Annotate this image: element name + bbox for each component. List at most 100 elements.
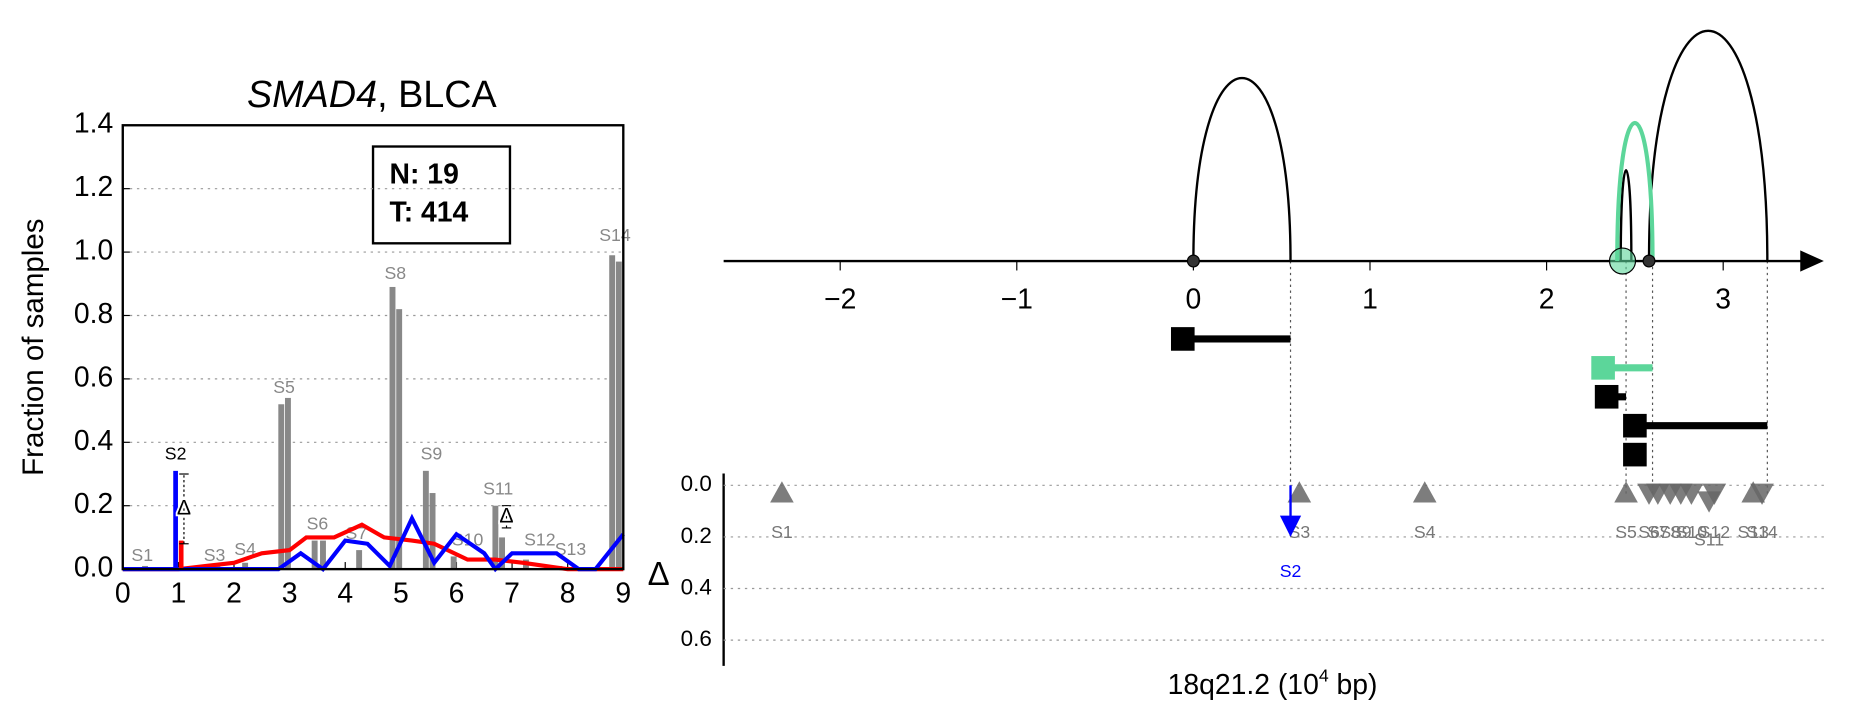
- y-tick-label: 0.8: [74, 298, 113, 330]
- interval-start: [1170, 327, 1195, 351]
- sample-label: S8: [384, 263, 406, 283]
- sample-label: S6: [307, 513, 329, 533]
- bar: [278, 404, 285, 570]
- x-tick-label: 5: [393, 578, 409, 610]
- sample-label: S13: [555, 539, 587, 559]
- sample-label: S11: [483, 479, 513, 499]
- sample-label: S2: [165, 444, 187, 464]
- y-tick-label: 0.0: [74, 552, 113, 584]
- point-label: S14: [1746, 522, 1778, 542]
- point-label: S10: [1676, 522, 1708, 542]
- interval-start: [1623, 413, 1647, 438]
- chart-title: SMAD4, BLCA: [247, 74, 498, 116]
- sample-label: S1: [131, 545, 153, 565]
- anchor-point: [1642, 254, 1656, 268]
- arc: [1647, 29, 1769, 262]
- x-tick-label: −2: [824, 284, 856, 316]
- triangle-marker: [1614, 481, 1638, 503]
- x-tick-label: 1: [1362, 284, 1378, 316]
- x-tick-label: 9: [615, 578, 631, 610]
- y-tick-label: 1.2: [74, 171, 113, 203]
- title-gene: SMAD4: [247, 74, 377, 116]
- y-tick-label: 0.2: [681, 523, 712, 548]
- x-label-sup: 4: [1319, 665, 1329, 685]
- arrow-label: S2: [1280, 561, 1302, 581]
- x-tick-label: −1: [1001, 284, 1033, 316]
- point-label: S7: [1647, 522, 1669, 542]
- bar: [492, 505, 499, 570]
- bar: [284, 397, 291, 570]
- x-tick-label: 2: [226, 578, 242, 610]
- interval-start: [1623, 442, 1647, 467]
- point-label: S6: [1638, 522, 1660, 542]
- x-tick-label: 3: [1715, 284, 1731, 316]
- bar: [429, 493, 436, 570]
- sample-label: S4: [234, 539, 256, 559]
- legend-box: [371, 145, 512, 245]
- y-axis-label: Fraction of samples: [17, 218, 50, 475]
- legend-entry: T: 414: [390, 196, 469, 228]
- bar: [499, 537, 506, 570]
- sample-label: S5: [273, 377, 295, 397]
- y-tick-label: 0.4: [74, 425, 113, 457]
- x-tick-label: 2: [1539, 284, 1555, 316]
- bar: [615, 261, 622, 570]
- x-tick-label: 8: [560, 578, 576, 610]
- delta-label: Δ: [499, 503, 513, 527]
- x-label-end: bp): [1329, 670, 1378, 702]
- point-label: S13: [1737, 522, 1769, 542]
- bar: [389, 286, 396, 570]
- point-label: S4: [1414, 522, 1436, 542]
- arc: [1619, 168, 1633, 262]
- anchor-point: [1186, 254, 1200, 268]
- triangle-marker: [770, 481, 794, 503]
- x-tick-label: 7: [504, 578, 520, 610]
- triangle-marker: [1287, 481, 1312, 503]
- arc: [1192, 77, 1292, 262]
- sample-label: S14: [599, 225, 631, 245]
- point-label: S8: [1659, 522, 1681, 542]
- x-tick-label: 3: [282, 578, 298, 610]
- point-label: S5: [1615, 522, 1637, 542]
- point-label: S11: [1694, 530, 1724, 550]
- point-label: S9: [1670, 522, 1692, 542]
- interval-start: [1591, 356, 1615, 380]
- sample-label: S12: [524, 529, 555, 549]
- triangle-marker: [1412, 481, 1437, 503]
- x-axis-label: 18q21.2 (104 bp): [1168, 665, 1378, 701]
- y-tick-label: 0.4: [681, 574, 712, 599]
- triangle-marker: [1750, 483, 1774, 505]
- x-tick-label: 1: [171, 578, 187, 610]
- y-tick-label: 1.4: [74, 108, 113, 140]
- triangle-marker: [1702, 483, 1727, 505]
- x-tick-label: 0: [115, 578, 131, 610]
- y-tick-label: 0.2: [74, 488, 113, 520]
- sample-label: S9: [421, 444, 443, 464]
- line-series: [122, 513, 625, 573]
- axes-frame: [121, 124, 625, 571]
- arc: [1615, 121, 1655, 262]
- y-tick-label: 0.6: [681, 626, 712, 651]
- interval-start: [1594, 384, 1619, 409]
- bar: [609, 255, 616, 570]
- y-tick-label: 1.0: [74, 235, 113, 267]
- bar: [356, 550, 363, 570]
- arrow-head: [1279, 515, 1302, 537]
- bar: [450, 556, 457, 570]
- bar: [396, 309, 403, 570]
- bar: [422, 470, 429, 570]
- sample-label: S3: [204, 545, 226, 565]
- y-tick-label: 0.6: [74, 361, 113, 393]
- bar: [242, 562, 249, 570]
- point-label: S1: [771, 522, 793, 542]
- anchor-point: [1608, 247, 1637, 275]
- axis-arrow: [1800, 250, 1824, 272]
- delta-label: Δ: [177, 495, 191, 519]
- x-label-main: 18q21.2 (10: [1168, 670, 1319, 702]
- x-tick-label: 6: [449, 578, 465, 610]
- bar: [311, 540, 318, 570]
- bar: [320, 540, 326, 570]
- x-tick-label: 0: [1186, 284, 1202, 316]
- point-label: S12: [1699, 522, 1730, 542]
